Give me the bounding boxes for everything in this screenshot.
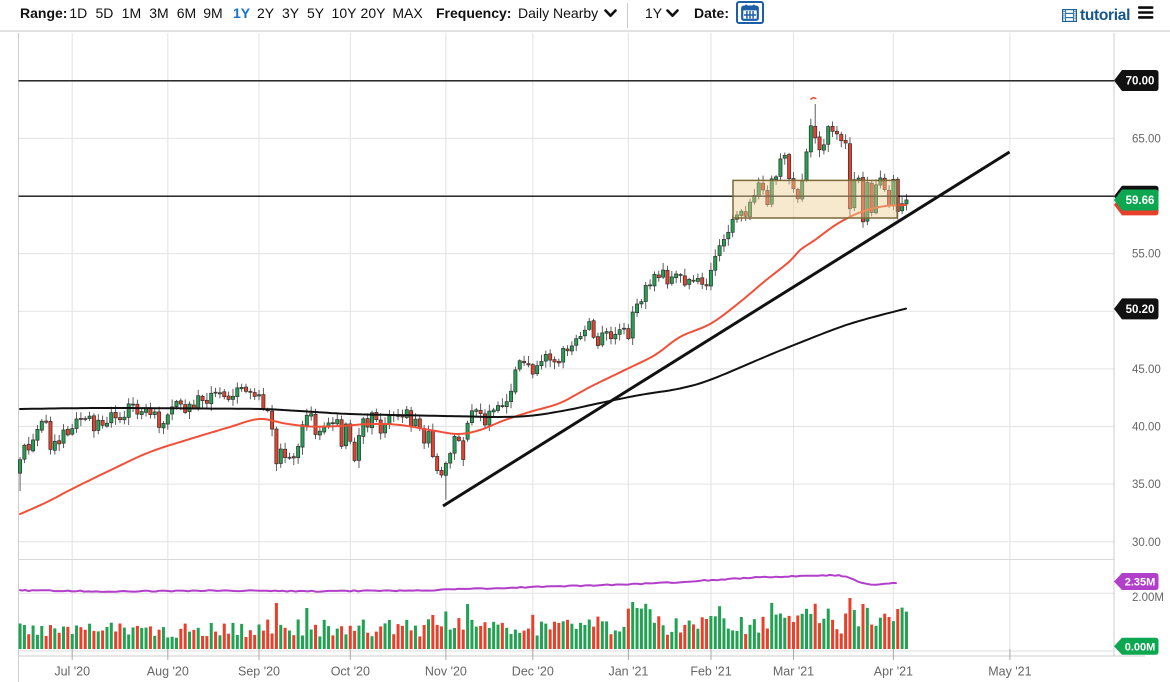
svg-text:30.00: 30.00 (1132, 537, 1161, 549)
svg-text:70.00: 70.00 (1126, 76, 1155, 88)
svg-text:Dec '20: Dec '20 (512, 665, 554, 679)
svg-text:May '21: May '21 (988, 665, 1031, 679)
svg-text:Aug '20: Aug '20 (147, 665, 189, 679)
svg-text:2.35M: 2.35M (1125, 577, 1156, 589)
svg-text:59.66: 59.66 (1126, 195, 1155, 207)
svg-text:Mar '21: Mar '21 (773, 665, 814, 679)
svg-text:Sep '20: Sep '20 (238, 665, 280, 679)
svg-text:35.00: 35.00 (1132, 479, 1161, 491)
svg-text:Feb '21: Feb '21 (690, 665, 731, 679)
svg-text:Nov '20: Nov '20 (425, 665, 467, 679)
svg-text:Jul '20: Jul '20 (54, 665, 90, 679)
svg-text:55.00: 55.00 (1132, 249, 1161, 261)
svg-text:50.20: 50.20 (1126, 304, 1155, 316)
svg-text:45.00: 45.00 (1132, 364, 1161, 376)
svg-text:Oct '20: Oct '20 (331, 665, 370, 679)
svg-text:2.00M: 2.00M (1132, 592, 1164, 604)
svg-text:0.00M: 0.00M (1125, 641, 1156, 653)
svg-text:Jan '21: Jan '21 (608, 665, 648, 679)
svg-text:65.00: 65.00 (1132, 133, 1161, 145)
svg-text:40.00: 40.00 (1132, 422, 1161, 434)
svg-text:Apr '21: Apr '21 (874, 665, 913, 679)
